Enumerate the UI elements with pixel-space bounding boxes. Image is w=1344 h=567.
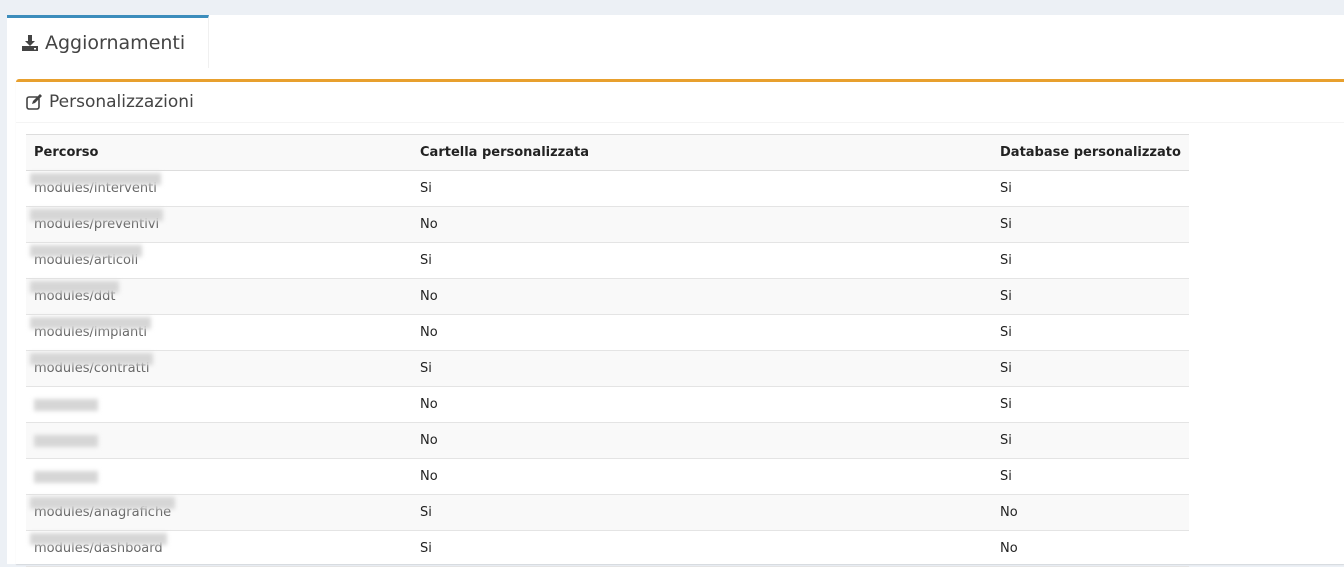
cell-path: modules/impianti [26, 314, 412, 351]
path-text: modules/articoli [30, 245, 143, 268]
table-row: No Si [26, 386, 1189, 423]
redaction-blur [30, 317, 151, 329]
path-text: modules/anagrafiche [30, 497, 176, 520]
table-row: modules/articoli Si Si [26, 242, 1189, 279]
box-header: Personalizzazioni [16, 82, 1344, 123]
cell-folder: No [412, 314, 992, 351]
cell-folder: Si [412, 494, 992, 531]
tab-label: Aggiornamenti [45, 32, 186, 54]
path-text: modules/dashboard [30, 533, 167, 556]
cell-db: Si [992, 350, 1189, 387]
cell-folder: No [412, 386, 992, 423]
download-icon [22, 35, 38, 51]
customizations-table: Percorso Cartella personalizzata Databas… [26, 134, 1189, 567]
box-title: Personalizzazioni [49, 92, 194, 112]
redaction-blur [30, 497, 176, 509]
cell-db: No [992, 530, 1189, 567]
cell-folder: Si [412, 170, 992, 207]
table-row: No Si [26, 458, 1189, 495]
tab-content: Personalizzazioni Percorso Cartella pers… [7, 69, 1344, 567]
path-text: modules/interventi [30, 173, 161, 196]
header-database: Database personalizzato [992, 134, 1189, 171]
redaction-blur [30, 245, 143, 257]
header-percorso: Percorso [26, 134, 412, 171]
redaction-blur [30, 173, 161, 185]
cell-path: modules/articoli [26, 242, 412, 279]
cell-folder: No [412, 458, 992, 495]
cell-db: Si [992, 386, 1189, 423]
table-row: modules/interventi Si Si [26, 170, 1189, 207]
cell-folder: No [412, 422, 992, 459]
edit-icon [26, 94, 42, 110]
table-row: modules/impianti No Si [26, 314, 1189, 351]
redaction-blur [30, 209, 164, 221]
cell-folder: Si [412, 350, 992, 387]
personalizzazioni-box: Personalizzazioni Percorso Cartella pers… [16, 79, 1344, 567]
cell-path [26, 422, 412, 459]
redaction-blur [30, 281, 120, 293]
cell-db: Si [992, 170, 1189, 207]
cell-db: Si [992, 278, 1189, 315]
tab-aggiornamenti[interactable]: Aggiornamenti [7, 15, 209, 68]
cell-path: modules/preventivi [26, 206, 412, 243]
cell-db: No [992, 494, 1189, 531]
table-row: modules/contratti Si Si [26, 350, 1189, 387]
cell-folder: Si [412, 530, 992, 567]
table-row: modules/preventivi No Si [26, 206, 1189, 243]
table-row: modules/dashboard Si No [26, 530, 1189, 567]
cell-path [26, 386, 412, 423]
path-text: modules/preventivi [30, 209, 164, 232]
cell-path [26, 458, 412, 495]
cell-db: Si [992, 422, 1189, 459]
cell-folder: Si [412, 242, 992, 279]
cell-db: Si [992, 314, 1189, 351]
redaction-blur [34, 470, 98, 483]
cell-db: Si [992, 206, 1189, 243]
redaction-blur [34, 398, 98, 411]
cell-path: modules/dashboard [26, 530, 412, 567]
cell-folder: No [412, 278, 992, 315]
header-cartella: Cartella personalizzata [412, 134, 992, 171]
redaction-blur [34, 434, 98, 447]
cell-db: Si [992, 458, 1189, 495]
table-row: No Si [26, 422, 1189, 459]
cell-path: modules/contratti [26, 350, 412, 387]
cell-path: modules/ddt [26, 278, 412, 315]
path-text: modules/ddt [30, 281, 120, 304]
table-row: modules/ddt No Si [26, 278, 1189, 315]
path-text: modules/impianti [30, 317, 151, 340]
cell-path: modules/interventi [26, 170, 412, 207]
cell-folder: No [412, 206, 992, 243]
cell-path: modules/anagrafiche [26, 494, 412, 531]
redaction-blur [30, 533, 167, 545]
redaction-blur [30, 353, 154, 365]
path-text: modules/contratti [30, 353, 154, 376]
table-row: modules/anagrafiche Si No [26, 494, 1189, 531]
cell-db: Si [992, 242, 1189, 279]
tab-bar: Aggiornamenti [7, 15, 1344, 70]
